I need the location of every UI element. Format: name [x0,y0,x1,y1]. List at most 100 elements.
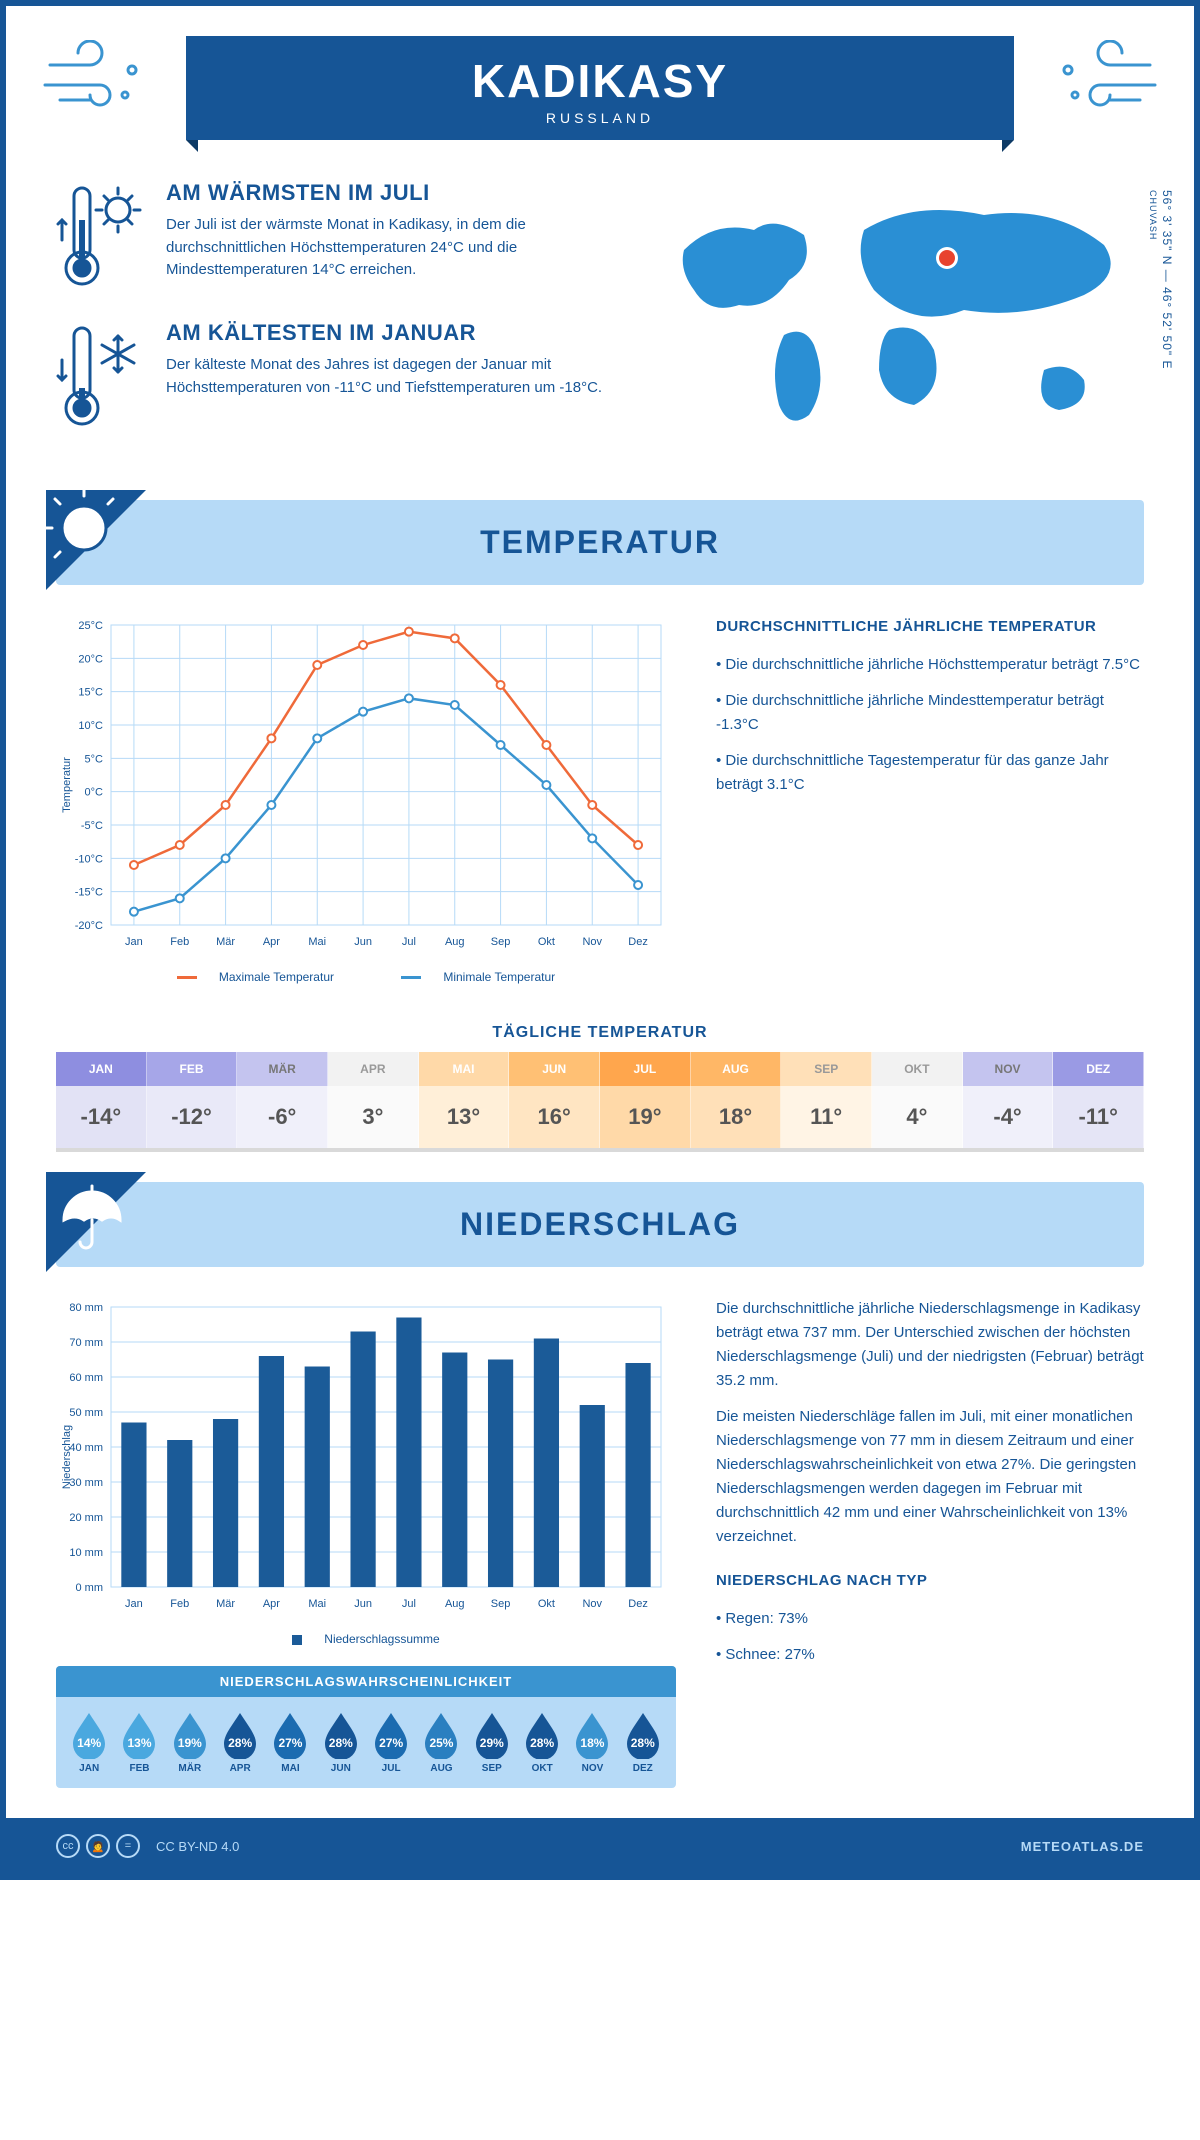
prob-drop: 28%OKT [519,1711,565,1774]
precip-body: 0 mm10 mm20 mm30 mm40 mm50 mm60 mm70 mm8… [6,1267,1194,1818]
sun-icon [46,490,146,590]
svg-text:Jan: Jan [125,1598,143,1610]
nd-icon: = [116,1834,140,1858]
svg-text:Aug: Aug [445,936,465,948]
svg-text:Nov: Nov [582,1598,602,1610]
prob-drop: 14%JAN [66,1711,112,1774]
svg-text:Mai: Mai [308,1598,326,1610]
svg-text:Aug: Aug [445,1598,465,1610]
prob-drop: 19%MÄR [167,1711,213,1774]
prob-drop: 28%JUN [318,1711,364,1774]
svg-text:Temperatur: Temperatur [61,757,73,813]
svg-text:15°C: 15°C [78,687,103,699]
month-cell: FEB -12° [147,1052,238,1148]
svg-text:-20°C: -20°C [75,920,103,932]
svg-text:Jul: Jul [402,1598,416,1610]
thermometer-snow-icon [56,320,146,430]
month-cell: JAN -14° [56,1052,147,1148]
svg-text:Nov: Nov [582,936,602,948]
precip-type-heading: NIEDERSCHLAG NACH TYP [716,1569,1144,1593]
cc-icon: cc [56,1834,80,1858]
temp-legend: Maximale Temperatur Minimale Temperatur [56,970,676,984]
month-cell: NOV -4° [963,1052,1054,1148]
svg-text:-5°C: -5°C [81,820,103,832]
precip-legend: Niederschlagssumme [56,1632,676,1646]
city-title: KADIKASY [186,54,1014,108]
svg-text:Jun: Jun [354,936,372,948]
svg-text:Dez: Dez [628,936,648,948]
prob-drop: 13%FEB [116,1711,162,1774]
umbrella-icon [46,1172,146,1272]
annual-temp-heading: DURCHSCHNITTLICHE JÄHRLICHE TEMPERATUR [716,615,1144,639]
svg-text:25°C: 25°C [78,620,103,632]
license-badge: cc 🙍 = CC BY-ND 4.0 [56,1834,239,1858]
daily-temp-table: JAN -14°FEB -12°MÄR -6°APR 3°MAI 13°JUN … [56,1052,1144,1152]
precip-probability-box: NIEDERSCHLAGSWAHRSCHEINLICHKEIT 14%JAN13… [56,1666,676,1788]
precip-title: NIEDERSCHLAG [56,1206,1144,1243]
svg-text:70 mm: 70 mm [69,1337,103,1349]
prob-drop: 29%SEP [469,1711,515,1774]
annual-bullet: • Die durchschnittliche Tagestemperatur … [716,749,1144,797]
svg-text:-15°C: -15°C [75,887,103,899]
world-map: 56° 3' 35" N — 46° 52' 50" ECHUVASH [664,180,1144,460]
svg-text:10 mm: 10 mm [69,1547,103,1559]
temperature-line-chart: -20°C -15°C -10°C -5°C 0°C 5°C 10°C 15°C 20°C 25°… [56,615,676,955]
prob-drop: 27%MAI [267,1711,313,1774]
precip-section-header: NIEDERSCHLAG [56,1182,1144,1267]
svg-text:Jul: Jul [402,936,416,948]
coldest-text: Der kälteste Monat des Jahres ist dagege… [166,354,634,399]
prob-title: NIEDERSCHLAGSWAHRSCHEINLICHKEIT [56,1666,676,1697]
svg-text:80 mm: 80 mm [69,1302,103,1314]
wind-icon [40,40,150,120]
warmest-text: Der Juli ist der wärmste Monat in Kadika… [166,214,634,282]
coordinates: 56° 3' 35" N — 46° 52' 50" ECHUVASH [1146,190,1174,369]
svg-text:Mai: Mai [308,936,326,948]
svg-text:Okt: Okt [538,1598,555,1610]
svg-text:60 mm: 60 mm [69,1372,103,1384]
prob-drop: 28%APR [217,1711,263,1774]
month-cell: SEP 11° [781,1052,872,1148]
by-icon: 🙍 [86,1834,110,1858]
svg-text:0°C: 0°C [85,787,104,799]
site-name: METEOATLAS.DE [1021,1839,1144,1854]
precip-type-item: • Regen: 73% [716,1607,1144,1631]
month-cell: AUG 18° [691,1052,782,1148]
infographic-page: KADIKASY RUSSLAND AM WÄRMSTEN IM JULI De… [0,0,1200,1880]
svg-text:Feb: Feb [170,936,189,948]
temperature-body: -20°C -15°C -10°C -5°C 0°C 5°C 10°C 15°C 20°C 25°… [6,585,1194,1014]
wind-icon [1050,40,1160,120]
prob-drop: 27%JUL [368,1711,414,1774]
svg-text:20 mm: 20 mm [69,1512,103,1524]
prob-drop: 18%NOV [569,1711,615,1774]
svg-text:30 mm: 30 mm [69,1477,103,1489]
temperature-section-header: TEMPERATUR [56,500,1144,585]
svg-text:Jun: Jun [354,1598,372,1610]
svg-text:5°C: 5°C [85,753,104,765]
precip-text: Die meisten Niederschläge fallen im Juli… [716,1405,1144,1549]
annual-bullet: • Die durchschnittliche jährliche Höchst… [716,653,1144,677]
month-cell: MAI 13° [419,1052,510,1148]
header-banner: KADIKASY RUSSLAND [186,36,1014,140]
footer: cc 🙍 = CC BY-ND 4.0 METEOATLAS.DE [6,1818,1194,1874]
svg-text:-10°C: -10°C [75,853,103,865]
svg-text:Jan: Jan [125,936,143,948]
svg-text:20°C: 20°C [78,653,103,665]
svg-text:50 mm: 50 mm [69,1407,103,1419]
annual-bullet: • Die durchschnittliche jährliche Mindes… [716,689,1144,737]
coldest-fact: AM KÄLTESTEN IM JANUAR Der kälteste Mona… [56,320,634,430]
svg-text:Mär: Mär [216,936,235,948]
month-cell: JUN 16° [509,1052,600,1148]
temperature-title: TEMPERATUR [56,524,1144,561]
svg-text:Feb: Feb [170,1598,189,1610]
precip-bar-chart: 0 mm10 mm20 mm30 mm40 mm50 mm60 mm70 mm8… [56,1297,676,1617]
svg-text:Okt: Okt [538,936,555,948]
svg-text:10°C: 10°C [78,720,103,732]
country-subtitle: RUSSLAND [186,110,1014,126]
svg-text:Sep: Sep [491,1598,511,1610]
svg-text:Apr: Apr [263,936,280,948]
precip-type-item: • Schnee: 27% [716,1643,1144,1667]
month-cell: DEZ -11° [1053,1052,1144,1148]
svg-text:Dez: Dez [628,1598,648,1610]
thermometer-sun-icon [56,180,146,290]
month-cell: MÄR -6° [237,1052,328,1148]
